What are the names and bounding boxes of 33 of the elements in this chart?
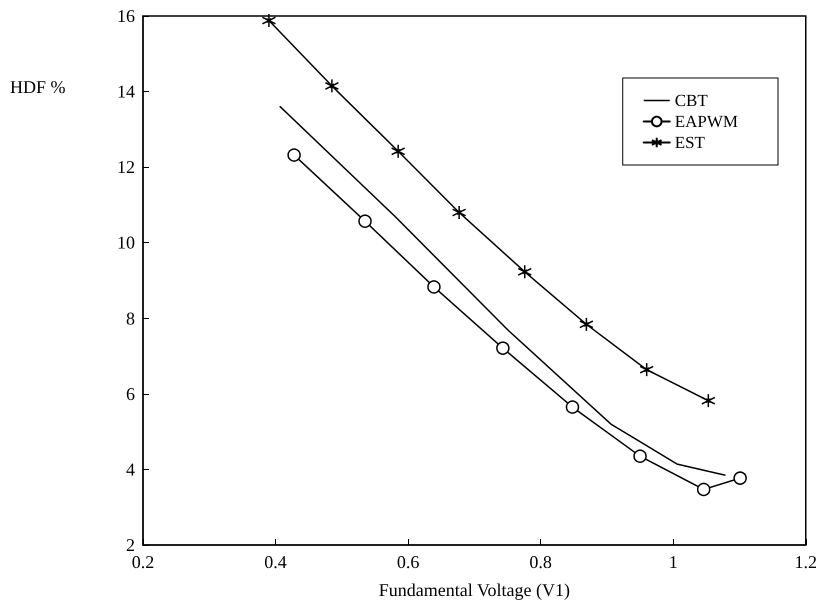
point <box>633 449 647 463</box>
point <box>733 471 747 485</box>
y-tick-label: 10 <box>117 232 135 253</box>
y-tick-label: 6 <box>126 384 135 404</box>
x-tick-label: 0.6 <box>396 552 420 572</box>
point <box>358 214 372 228</box>
y-axis-title: HDF % <box>10 77 66 97</box>
point <box>579 317 594 332</box>
point <box>696 482 710 496</box>
y-tick-label: 2 <box>126 535 135 555</box>
point <box>287 148 301 162</box>
point <box>496 341 510 355</box>
point <box>452 205 466 220</box>
x-tick-label: 0.2 <box>132 552 154 572</box>
x-tick-label: 1.2 <box>794 552 817 572</box>
y-tick-label: 16 <box>117 6 135 26</box>
y-tick-label: 14 <box>117 82 135 102</box>
x-tick-label: 0.4 <box>264 552 287 572</box>
legend-label: EST <box>674 133 706 152</box>
legend-label: CBT <box>674 91 708 110</box>
y-tick-label: 8 <box>126 308 135 328</box>
point <box>390 144 406 159</box>
x-tick-label: 0.8 <box>529 552 552 572</box>
y-tick-label: 4 <box>126 459 135 480</box>
point <box>517 264 532 280</box>
point <box>566 400 580 414</box>
point <box>427 280 441 294</box>
x-tick-label: 1 <box>668 552 678 572</box>
point <box>324 78 340 94</box>
x-axis-title: Fundamental Voltage (V1) <box>378 580 570 600</box>
point <box>639 362 654 377</box>
legend-label: EAPWM <box>674 112 738 131</box>
y-tick-label: 12 <box>117 157 135 178</box>
